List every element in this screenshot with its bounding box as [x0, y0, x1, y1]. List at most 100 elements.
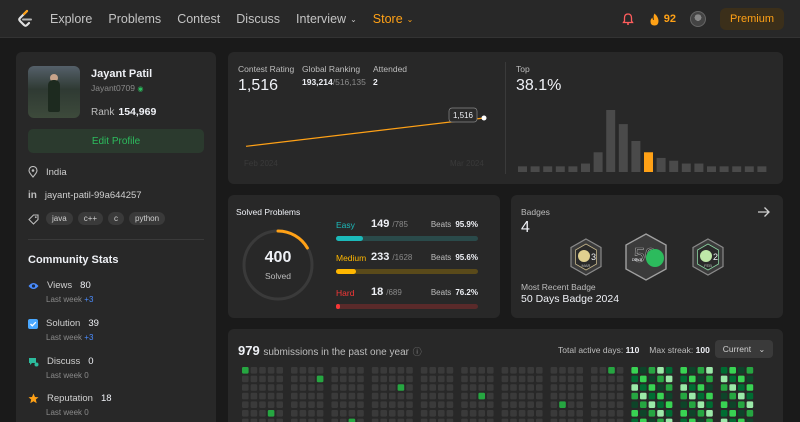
heatmap-cell[interactable] — [680, 375, 687, 383]
heatmap-cell[interactable] — [267, 401, 275, 408]
badge-mar[interactable]: 3 MAR — [569, 238, 603, 276]
heatmap-cell[interactable] — [276, 367, 283, 374]
heatmap-cell[interactable] — [657, 410, 664, 417]
avatar[interactable] — [689, 11, 706, 27]
heatmap-cell[interactable] — [729, 418, 736, 422]
premium-button[interactable]: Premium — [719, 8, 784, 30]
histogram-bar[interactable] — [757, 166, 767, 172]
heatmap-cell[interactable] — [680, 384, 687, 391]
heatmap-cell[interactable] — [487, 375, 494, 383]
heatmap-cell[interactable] — [729, 367, 736, 374]
heatmap-cell[interactable] — [697, 367, 705, 374]
heatmap-cell[interactable] — [461, 384, 468, 391]
heatmap-cell[interactable] — [559, 418, 566, 422]
heatmap-cell[interactable] — [308, 375, 315, 383]
heatmap-cell[interactable] — [389, 410, 396, 417]
heatmap-cell[interactable] — [371, 401, 379, 408]
heatmap-cell[interactable] — [591, 401, 598, 408]
heatmap-cell[interactable] — [357, 418, 364, 422]
heatmap-cell[interactable] — [267, 367, 275, 374]
nav-contest[interactable]: Contest — [177, 12, 221, 26]
histogram-bar[interactable] — [543, 166, 553, 172]
heatmap-cell[interactable] — [308, 410, 315, 417]
heatmap-cell[interactable] — [420, 401, 428, 408]
heatmap-cell[interactable] — [599, 367, 607, 374]
nav-store[interactable]: Store ⌄ — [373, 12, 414, 26]
heatmap-cell[interactable] — [697, 401, 705, 408]
heatmap-cell[interactable] — [308, 392, 315, 400]
heatmap-cell[interactable] — [706, 375, 713, 383]
heatmap-cell[interactable] — [640, 384, 647, 391]
heatmap-cell[interactable] — [501, 401, 509, 408]
heatmap-cell[interactable] — [738, 418, 745, 422]
heatmap-cell[interactable] — [380, 375, 387, 383]
period-select[interactable]: Current ⌄ — [715, 340, 773, 358]
heatmap-cell[interactable] — [591, 410, 598, 417]
heatmap-cell[interactable] — [536, 375, 543, 383]
heatmap-cell[interactable] — [746, 418, 754, 422]
heatmap-cell[interactable] — [299, 384, 307, 391]
heatmap-cell[interactable] — [599, 384, 607, 391]
heatmap-cell[interactable] — [720, 367, 728, 374]
heatmap-cell[interactable] — [616, 375, 624, 383]
heatmap-cell[interactable] — [308, 384, 315, 391]
heatmap-cell[interactable] — [567, 418, 575, 422]
heatmap-cell[interactable] — [680, 410, 687, 417]
heatmap-cell[interactable] — [397, 392, 405, 400]
heatmap-cell[interactable] — [340, 375, 347, 383]
heatmap-cell[interactable] — [487, 410, 494, 417]
badge-feb[interactable]: 2 FEB — [691, 238, 725, 276]
heatmap-cell[interactable] — [389, 384, 396, 391]
histogram-bar[interactable] — [681, 163, 691, 172]
heatmap-cell[interactable] — [291, 392, 298, 400]
heatmap-cell[interactable] — [340, 392, 347, 400]
heatmap-cell[interactable] — [291, 375, 298, 383]
heatmap-cell[interactable] — [689, 401, 696, 408]
heatmap-cell[interactable] — [348, 375, 356, 383]
heatmap-cell[interactable] — [469, 418, 477, 422]
heatmap-cell[interactable] — [510, 375, 517, 383]
heatmap-cell[interactable] — [429, 375, 436, 383]
heatmap-cell[interactable] — [250, 375, 258, 383]
heatmap-cell[interactable] — [389, 401, 396, 408]
heatmap-cell[interactable] — [550, 367, 558, 374]
heatmap-cell[interactable] — [657, 401, 664, 408]
heatmap-cell[interactable] — [438, 410, 445, 417]
heatmap-cell[interactable] — [276, 418, 283, 422]
heatmap-cell[interactable] — [340, 401, 347, 408]
heatmap-cell[interactable] — [478, 384, 485, 391]
heatmap-cell[interactable] — [640, 401, 647, 408]
heatmap-cell[interactable] — [608, 367, 615, 374]
heatmap-cell[interactable] — [689, 418, 696, 422]
heatmap-cell[interactable] — [599, 375, 607, 383]
heatmap-cell[interactable] — [697, 392, 705, 400]
heatmap-cell[interactable] — [446, 418, 454, 422]
arrow-right-icon[interactable] — [757, 206, 771, 218]
heatmap-cell[interactable] — [706, 367, 713, 374]
heatmap-cell[interactable] — [446, 367, 454, 374]
heatmap-cell[interactable] — [259, 384, 266, 391]
heatmap-cell[interactable] — [697, 375, 705, 383]
heatmap-cell[interactable] — [501, 392, 509, 400]
heatmap-cell[interactable] — [616, 410, 624, 417]
heatmap-cell[interactable] — [438, 367, 445, 374]
heatmap-cell[interactable] — [340, 384, 347, 391]
linkedin-row[interactable]: in jayant-patil-99a644257 — [28, 190, 142, 201]
heatmap-cell[interactable] — [576, 367, 583, 374]
heatmap-cell[interactable] — [746, 384, 754, 391]
heatmap-cell[interactable] — [665, 418, 673, 422]
heatmap-cell[interactable] — [576, 410, 583, 417]
heatmap-cell[interactable] — [371, 410, 379, 417]
heatmap-cell[interactable] — [397, 401, 405, 408]
histogram-bar[interactable] — [606, 110, 616, 172]
heatmap-cell[interactable] — [559, 384, 566, 391]
heatmap-cell[interactable] — [406, 418, 413, 422]
heatmap-cell[interactable] — [729, 384, 736, 391]
heatmap-cell[interactable] — [276, 401, 283, 408]
heatmap-cell[interactable] — [518, 418, 526, 422]
heatmap-cell[interactable] — [510, 401, 517, 408]
heatmap-cell[interactable] — [527, 384, 534, 391]
heatmap-cell[interactable] — [267, 410, 275, 417]
heatmap-cell[interactable] — [420, 410, 428, 417]
heatmap-cell[interactable] — [510, 410, 517, 417]
